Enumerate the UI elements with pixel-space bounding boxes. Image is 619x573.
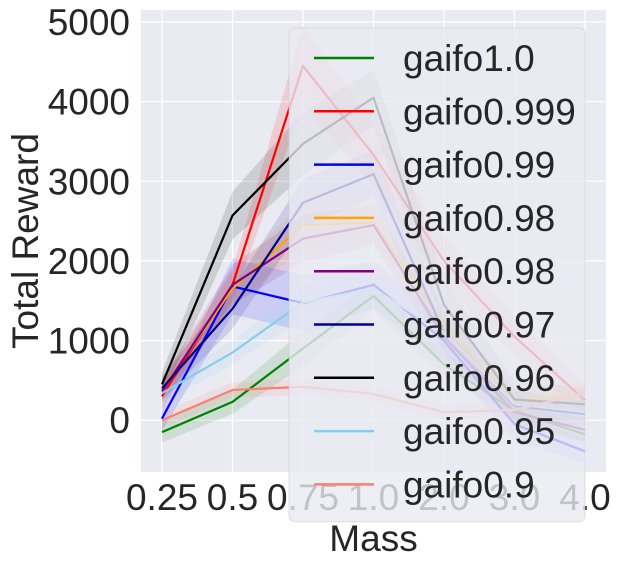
x-tick-label: 0.5 xyxy=(207,477,258,518)
confidence-band xyxy=(162,258,585,464)
x-axis-label: Mass xyxy=(329,518,417,559)
y-tick-label: 1000 xyxy=(48,321,130,362)
y-tick-label: 3000 xyxy=(48,161,130,202)
legend-label: gaifo0.95 xyxy=(403,411,555,452)
legend-label: gaifo1.0 xyxy=(403,38,535,79)
legend-label: gaifo0.9 xyxy=(403,464,535,505)
y-tick-labels: 0 1000 2000 3000 4000 5000 xyxy=(48,2,130,441)
y-tick-label: 5000 xyxy=(48,2,130,43)
y-tick-label: 0 xyxy=(109,400,130,441)
legend: gaifo1.0 gaifo0.999 gaifo0.99 gaifo0.98 gaif… xyxy=(288,27,586,523)
x-tick-label: 0.25 xyxy=(126,477,198,518)
legend-label: gaifo0.98 xyxy=(403,251,555,292)
legend-label: gaifo0.96 xyxy=(403,358,555,399)
legend-label: gaifo0.97 xyxy=(403,305,555,346)
legend-label: gaifo0.98 xyxy=(403,198,555,239)
y-tick-label: 2000 xyxy=(48,241,130,282)
legend-label: gaifo0.99 xyxy=(403,145,555,186)
y-tick-label: 4000 xyxy=(48,82,130,123)
y-axis-label: Total Reward xyxy=(5,133,46,349)
legend-label: gaifo0.999 xyxy=(403,91,576,132)
legend-box xyxy=(288,27,586,523)
